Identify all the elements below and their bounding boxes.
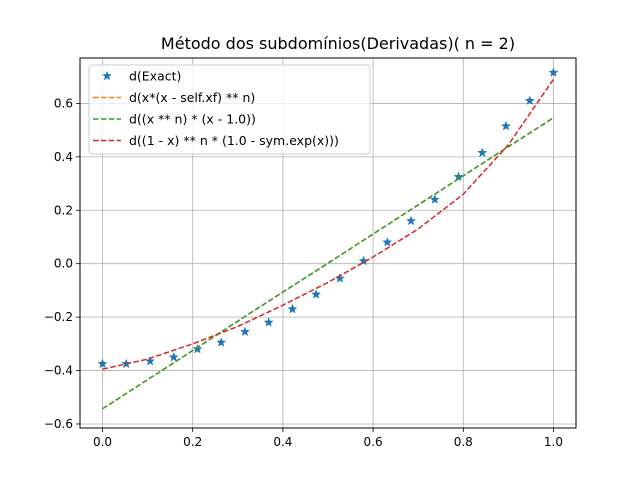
- y-tick-label: 0.0: [54, 257, 73, 271]
- exact-data-point: [287, 303, 298, 314]
- exact-data-point: [429, 194, 440, 204]
- exact-data-point: [382, 237, 393, 247]
- exact-data-point: [97, 358, 108, 369]
- exact-data-point: [548, 67, 559, 77]
- exact-data-point: [334, 273, 345, 283]
- legend-label: d((1 - x) ** n * (1.0 - sym.exp(x))): [129, 133, 339, 148]
- x-tick-label: 0.2: [183, 435, 202, 449]
- y-tick-label: 0.6: [54, 96, 73, 110]
- exact-data-point: [263, 317, 274, 327]
- legend-marker: [101, 70, 113, 81]
- series-line-3: [102, 117, 554, 410]
- y-tick-label: 0.4: [54, 150, 73, 164]
- exact-data-point: [239, 326, 250, 337]
- legend-label: d(x*(x - self.xf) ** n): [129, 90, 255, 105]
- x-tick-label: 0.4: [273, 435, 292, 449]
- plot-frame: [79, 57, 577, 429]
- exact-data-point: [144, 355, 156, 366]
- legend-label: d(Exact): [129, 69, 181, 84]
- exact-data-point: [216, 337, 227, 347]
- y-tick-label: −0.2: [44, 310, 73, 324]
- x-tick-label: 0.0: [93, 435, 112, 449]
- exact-data-point: [192, 343, 203, 354]
- exact-data-point: [358, 255, 369, 266]
- y-tick-label: −0.6: [44, 417, 73, 431]
- exact-data-point: [500, 120, 512, 131]
- chart-title: Método dos subdomínios(Derivadas)( n = 2…: [161, 34, 515, 53]
- legend: d(Exact) d(x*(x - self.xf) ** n) d((x ** n…: [88, 64, 371, 155]
- exact-data-point: [311, 289, 322, 299]
- y-tick-label: −0.4: [44, 364, 73, 378]
- x-tick-label: 0.8: [454, 435, 473, 449]
- exact-data-point: [168, 351, 179, 362]
- exact-data-point: [477, 147, 488, 158]
- x-tick-label: 1.0: [544, 435, 563, 449]
- x-tick-label: 0.6: [364, 435, 383, 449]
- y-tick-label: 0.2: [54, 203, 73, 217]
- exact-data-point: [406, 215, 417, 226]
- exact-data-point: [524, 95, 535, 106]
- legend-label: d((x ** n) * (x - 1.0)): [129, 112, 256, 127]
- legend-box: [88, 64, 371, 155]
